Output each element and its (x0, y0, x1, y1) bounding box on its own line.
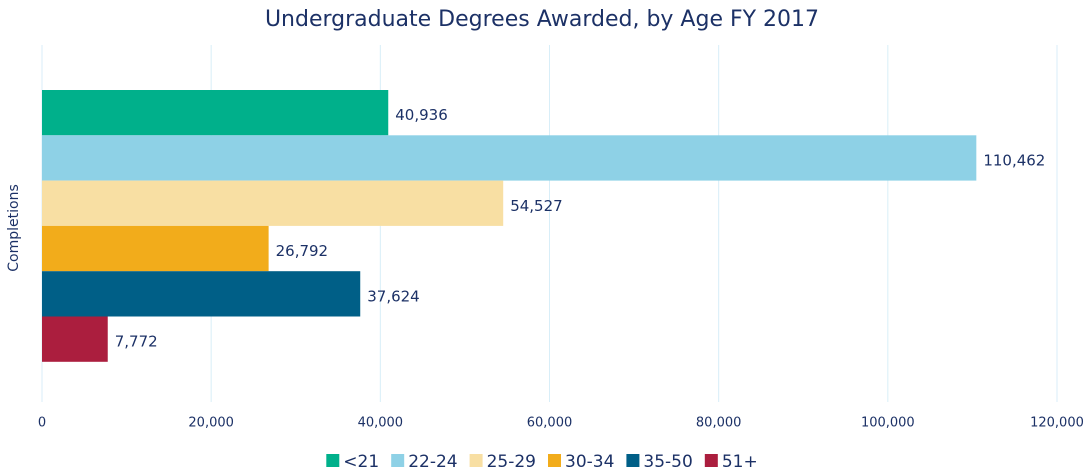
y-axis-label: Completions (6, 184, 22, 271)
data-label: 54,527 (510, 197, 562, 215)
legend-label: 25-29 (487, 452, 536, 471)
legend: <21 22-24 25-29 30-34 35-50 51+ (326, 452, 758, 471)
data-label: 26,792 (276, 242, 329, 260)
legend-swatch (548, 454, 561, 467)
x-tick-label: 0 (38, 416, 46, 431)
legend-label: 35-50 (643, 452, 692, 471)
data-label: 110,462 (983, 151, 1045, 169)
bar (42, 271, 361, 317)
data-label: 40,936 (395, 106, 448, 124)
x-tick-label: 80,000 (696, 416, 742, 431)
legend-swatch (469, 454, 483, 467)
legend-swatch (704, 454, 718, 467)
legend-label: 22-24 (408, 452, 457, 471)
legend-swatch (326, 454, 340, 467)
bar (42, 316, 108, 362)
chart-title: Undergraduate Degrees Awarded, by Age FY… (265, 7, 819, 32)
data-label: 7,772 (115, 333, 158, 351)
x-tick-label: 20,000 (188, 416, 234, 431)
bar (42, 225, 269, 272)
legend-label: <21 (343, 452, 379, 471)
x-tick-label: 60,000 (527, 416, 573, 431)
legend-label: 30-34 (565, 452, 614, 471)
legend-swatch (626, 454, 640, 467)
x-tick-label: 120,000 (1030, 416, 1084, 431)
x-tick-label: 100,000 (861, 416, 915, 431)
bar (42, 135, 977, 181)
data-label: 37,624 (367, 287, 420, 305)
legend-label: 51+ (722, 452, 758, 471)
legend-swatch (391, 454, 405, 467)
bar (42, 90, 389, 136)
bar (42, 180, 504, 226)
x-tick-label: 40,000 (358, 416, 404, 431)
